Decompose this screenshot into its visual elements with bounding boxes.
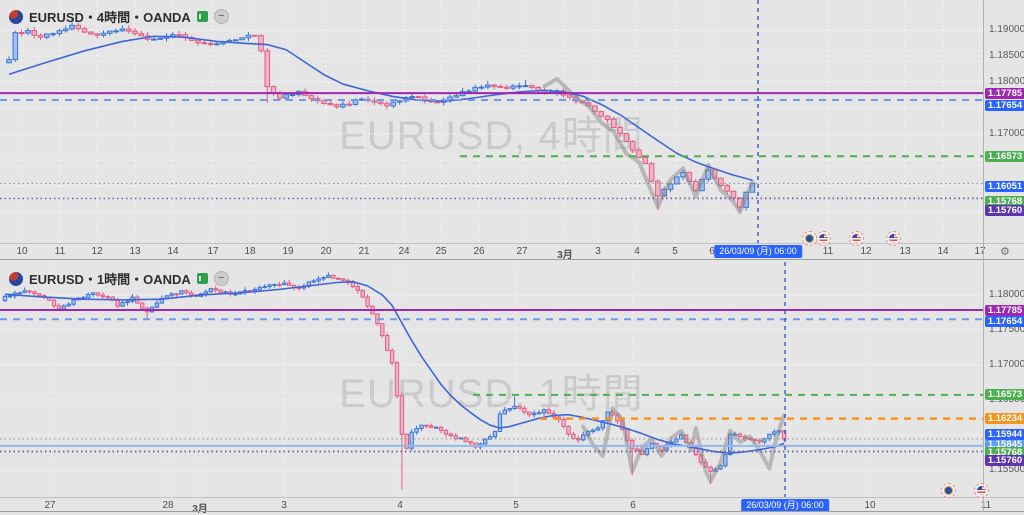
plot-axis-border-top — [0, 243, 1024, 244]
plot-axis-border-bottom — [0, 497, 1024, 498]
date-label: 27 — [44, 500, 56, 511]
date-label: 27 — [516, 246, 528, 257]
economic-event-us-flag-icon[interactable] — [816, 231, 831, 246]
settings-gear-icon[interactable]: ⚙ — [1000, 246, 1010, 258]
economic-event-eu-flag-icon[interactable] — [941, 483, 956, 498]
date-label: 11 — [822, 246, 834, 257]
pane-4h-chart: EURUSD, 4時間 EURUSD・4時間・OANDA – — [0, 0, 1024, 243]
date-label: 4 — [634, 246, 640, 257]
chart-legend-4h: EURUSD・4時間・OANDA – — [9, 7, 229, 26]
date-label: 21 — [358, 246, 370, 257]
candlestick-chart-1h[interactable] — [0, 262, 983, 498]
moving-average-line — [4, 280, 785, 454]
economic-event-eu-flag-icon[interactable] — [802, 231, 817, 246]
date-label: 17 — [974, 246, 986, 257]
date-label: 18 — [244, 246, 256, 257]
date-label: 4 — [397, 500, 403, 511]
date-label: 24 — [398, 246, 410, 257]
date-label: 3 — [281, 500, 287, 511]
date-label: 11 — [980, 500, 992, 511]
collapse-pane-button[interactable]: – — [213, 9, 229, 24]
candlestick-series — [6, 18, 756, 213]
date-label: 17 — [207, 246, 219, 257]
date-label: 6 — [709, 246, 715, 257]
date-label: 25 — [435, 246, 447, 257]
date-label: 28 — [162, 500, 174, 511]
date-label: 12 — [860, 246, 872, 257]
date-label: 5 — [672, 246, 678, 257]
date-label: 14 — [937, 246, 949, 257]
economic-event-us-flag-icon[interactable] — [974, 483, 989, 498]
candlestick-series — [2, 272, 787, 490]
date-label: 13 — [899, 246, 911, 257]
symbol-title[interactable]: EURUSD・1時間・OANDA — [29, 272, 191, 287]
time-axis-4h[interactable]: 10 11 12 13 14 17 18 19 20 21 24 25 26 27 3月 3 4 5 6 11 12 13… — [0, 244, 1024, 261]
collapse-pane-button[interactable]: – — [213, 271, 229, 286]
date-label: 10 — [864, 500, 876, 511]
pane-separator[interactable] — [0, 259, 1024, 260]
time-axis-1h[interactable]: 27 28 3月 3 4 5 6 10 11 26/03/09 (月) 06:00 — [0, 498, 1024, 515]
symbol-icon — [9, 9, 23, 24]
date-label: 13 — [129, 246, 141, 257]
date-label: 3月 — [192, 504, 208, 515]
us-flag-icon — [977, 486, 986, 495]
date-label: 3月 — [557, 250, 573, 261]
eu-flag-icon — [805, 234, 814, 243]
us-flag-icon — [852, 234, 861, 243]
date-label: 20 — [320, 246, 332, 257]
candlestick-chart-4h[interactable] — [0, 0, 983, 244]
date-label: 11 — [54, 246, 66, 257]
us-flag-icon — [889, 234, 898, 243]
symbol-icon — [9, 271, 23, 286]
date-label: 14 — [167, 246, 179, 257]
zigzag-indicator — [542, 76, 755, 215]
date-label: 26 — [473, 246, 485, 257]
market-open-icon — [196, 11, 208, 22]
us-flag-icon — [819, 234, 828, 243]
symbol-title[interactable]: EURUSD・4時間・OANDA — [29, 10, 191, 25]
date-label: 12 — [91, 246, 103, 257]
economic-event-us-flag-icon[interactable] — [886, 231, 901, 246]
date-label: 19 — [282, 246, 294, 257]
chart-legend-1h: EURUSD・1時間・OANDA – — [9, 269, 229, 288]
date-label: 10 — [16, 246, 28, 257]
economic-event-us-flag-icon[interactable] — [849, 231, 864, 246]
date-label: 3 — [595, 246, 601, 257]
eu-flag-icon — [944, 486, 953, 495]
pane-1h-chart: EURUSD, 1時間 EURUSD・1時間・OANDA – — [0, 262, 1024, 497]
market-open-icon — [196, 273, 208, 284]
date-label: 5 — [513, 500, 519, 511]
price-axis-border — [983, 0, 984, 512]
crosshair-time-label: 26/03/09 (月) 06:00 — [714, 245, 802, 258]
date-label: 6 — [630, 500, 636, 511]
crosshair-time-label: 26/03/09 (月) 06:00 — [741, 499, 829, 512]
